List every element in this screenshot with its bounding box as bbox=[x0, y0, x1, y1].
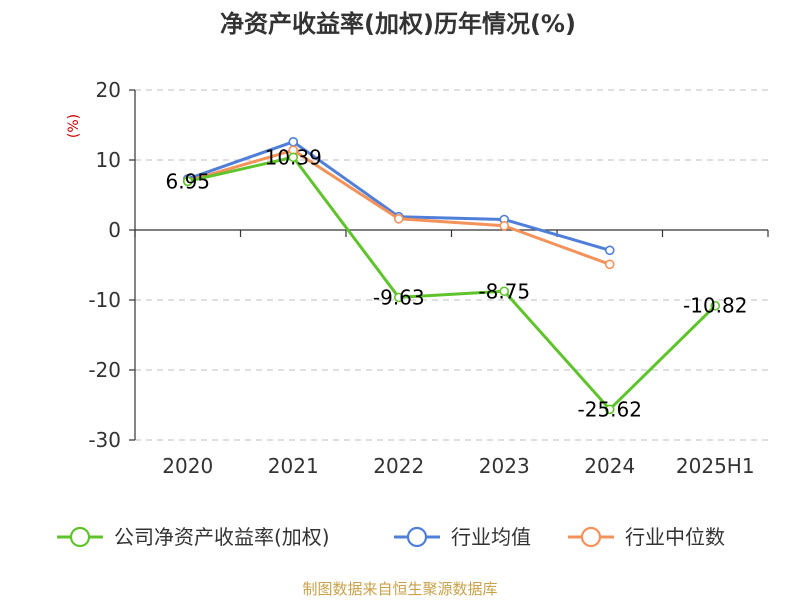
legend-item-2: 行业中位数 bbox=[568, 525, 725, 549]
series-2-point-3 bbox=[499, 221, 510, 231]
series-2-point-2 bbox=[393, 214, 404, 224]
grid-lines bbox=[135, 89, 768, 441]
series-0-point-3 bbox=[499, 286, 510, 297]
series-0-point-1 bbox=[288, 152, 299, 163]
legend-item-1: 行业均值 bbox=[394, 525, 531, 549]
series-0-point-4 bbox=[604, 404, 615, 415]
source-note: 制图数据来自恒生聚源数据库 bbox=[302, 580, 497, 598]
data-label-2: -9.63 bbox=[373, 285, 425, 309]
y-tick-label-5: -30 bbox=[88, 428, 121, 452]
axes: 20 10 0 -10 -20 -30 2020 2021 2022 2023 2024 2025H1 bbox=[88, 78, 769, 478]
x-tick-label-1: 2021 bbox=[268, 454, 319, 478]
legend-item-0: 公司净资产收益率(加权) bbox=[57, 525, 330, 549]
x-tick-label-5: 2025H1 bbox=[676, 454, 755, 478]
series-0-point-2 bbox=[393, 292, 404, 303]
series-0-point-5 bbox=[710, 300, 721, 311]
legend-marker-1 bbox=[406, 526, 428, 548]
data-label-4: -25.62 bbox=[578, 397, 642, 421]
y-tick-label-4: -20 bbox=[88, 358, 121, 382]
series-0-point-0 bbox=[182, 176, 193, 187]
series-2 bbox=[182, 145, 615, 270]
data-labels: 6.95 10.39 -9.63 -8.75 -25.62 -10.82 bbox=[165, 145, 747, 421]
series-line-0 bbox=[186, 155, 717, 411]
legend-marker-2 bbox=[580, 526, 602, 548]
x-tick-label-3: 2023 bbox=[479, 454, 530, 478]
y-axis-unit-label: (%) bbox=[66, 114, 82, 138]
series-line-1 bbox=[186, 140, 612, 252]
series-0 bbox=[182, 152, 721, 415]
y-tick-label-3: -10 bbox=[88, 288, 121, 312]
x-tick-label-4: 2024 bbox=[584, 454, 635, 478]
x-tick-label-2: 2022 bbox=[373, 454, 424, 478]
series-lines bbox=[182, 137, 721, 415]
data-label-0: 6.95 bbox=[165, 169, 210, 193]
y-tick-label-2: 0 bbox=[108, 218, 121, 242]
legend-label-0: 公司净资产收益率(加权) bbox=[114, 525, 330, 549]
data-label-5: -10.82 bbox=[683, 294, 747, 318]
chart-title: 净资产收益率(加权)历年情况(%) bbox=[220, 10, 576, 38]
x-tick-label-0: 2020 bbox=[162, 454, 213, 478]
legend-label-1: 行业均值 bbox=[451, 525, 531, 549]
legend-marker-0 bbox=[69, 526, 91, 548]
series-1-point-4 bbox=[604, 245, 615, 256]
y-tick-label-1: 10 bbox=[96, 148, 121, 172]
data-label-1: 10.39 bbox=[265, 145, 322, 169]
y-tick-label-0: 20 bbox=[96, 78, 121, 102]
series-1 bbox=[182, 137, 615, 256]
legend-label-2: 行业中位数 bbox=[625, 525, 725, 549]
series-2-point-4 bbox=[604, 259, 615, 270]
legend: 公司净资产收益率(加权) 行业均值 行业中位数 bbox=[57, 525, 725, 549]
data-label-3: -8.75 bbox=[478, 279, 530, 303]
